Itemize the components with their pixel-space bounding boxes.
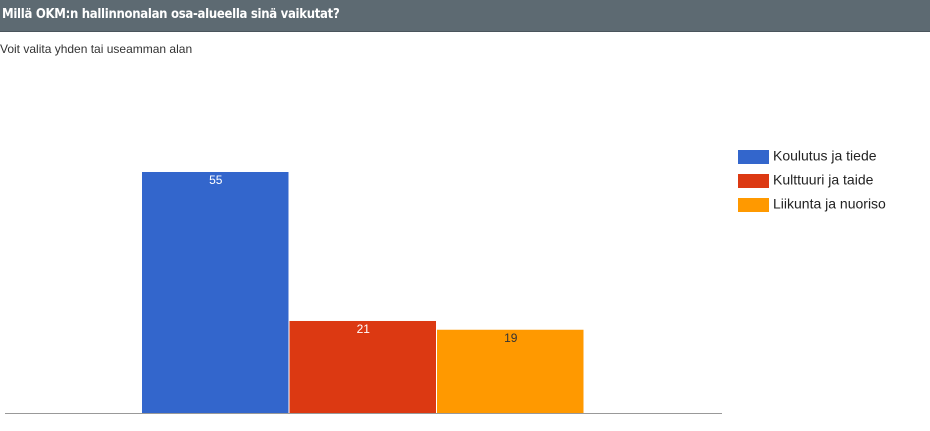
header-bar: Millä OKM:n hallinnonalan osa-alueella s…: [0, 0, 930, 32]
chart-subtitle: Voit valita yhden tai useamman alan: [0, 42, 193, 56]
legend-label: Koulutus ja tiede: [773, 148, 877, 164]
legend-swatch: [738, 174, 769, 188]
legend-swatch: [738, 150, 769, 164]
data-label: 19: [504, 331, 518, 345]
legend-swatch: [738, 198, 769, 212]
legend-label: Liikunta ja nuoriso: [773, 196, 886, 212]
chart-title: Millä OKM:n hallinnonalan osa-alueella s…: [2, 7, 340, 22]
legend-label: Kulttuuri ja taide: [773, 172, 874, 188]
data-label: 21: [357, 322, 371, 336]
bar: [289, 320, 436, 413]
bar: [437, 329, 584, 413]
bar: [142, 172, 289, 413]
data-label: 55: [209, 173, 223, 187]
